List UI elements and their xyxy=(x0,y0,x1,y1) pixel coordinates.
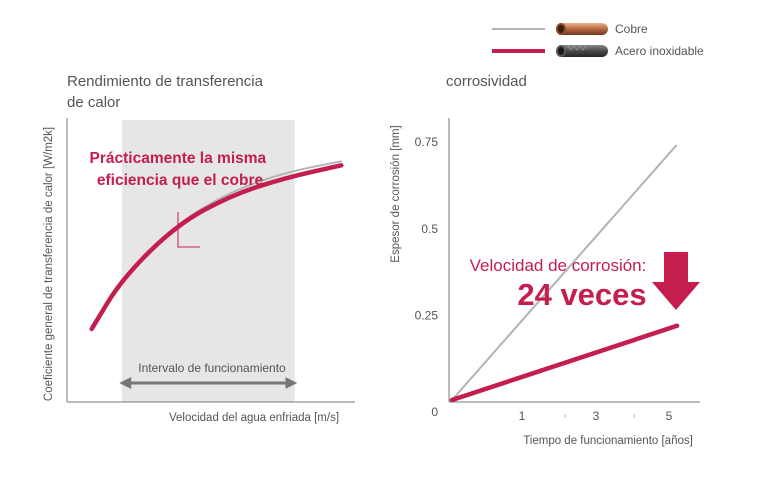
legend-label-stainless: Acero inoxidable xyxy=(615,44,704,58)
y-tick-label: 0.25 xyxy=(415,308,439,322)
legend-label-copper: Cobre xyxy=(615,22,648,36)
y-tick-label: 0.5 xyxy=(421,222,438,236)
annotation-value: 24 veces xyxy=(517,277,646,312)
series-line-copper xyxy=(451,144,677,401)
x-tick-labels: 1 3 5 xyxy=(519,409,673,423)
x-axis-label: Tiempo de funcionamiento [años] xyxy=(523,435,693,447)
series-line-stainless xyxy=(89,163,344,332)
y-axis-label: Espesor de corrosión [mm] xyxy=(390,125,402,262)
callout-line-2: eficiencia que el cobre xyxy=(97,172,264,189)
annotation-label: Velocidad de corrosión: xyxy=(470,256,647,275)
legend-item-copper: Cobre xyxy=(492,22,648,36)
chart-title-line1: Rendimiento de transferencia xyxy=(67,73,264,90)
callout-text: Prácticamente la misma eficiencia que el… xyxy=(90,150,271,189)
operating-range-shade xyxy=(121,120,295,402)
callout-line-1: Prácticamente la misma xyxy=(90,150,267,167)
y-tick-labels: 0 0.25 0.5 0.75 xyxy=(415,135,439,419)
legend-item-stainless: Acero inoxidable xyxy=(492,44,704,58)
legend: Cobre Acero inoxidable xyxy=(492,22,704,58)
x-tick-label: 1 xyxy=(519,409,526,423)
chart-title-line2: de calor xyxy=(67,94,120,111)
heat-transfer-chart: Rendimiento de transferencia de calor Pr… xyxy=(43,73,355,424)
corrosion-series xyxy=(449,144,680,403)
down-arrow-icon xyxy=(652,252,700,310)
x-tick-label: 3 xyxy=(593,409,600,423)
y-tick-label: 0 xyxy=(431,405,438,419)
callout-leader-line xyxy=(177,212,200,248)
series-line-stainless xyxy=(449,323,680,403)
y-tick-label: 0.75 xyxy=(415,135,439,149)
y-axis-label: Coeficiente general de transferencia de … xyxy=(43,127,55,401)
chart-title: corrosividad xyxy=(446,73,527,90)
x-tick-label: 5 xyxy=(666,409,673,423)
heat-transfer-series xyxy=(89,160,344,332)
x-axis-label: Velocidad del agua enfriada [m/s] xyxy=(169,412,339,424)
corrosion-chart: corrosividad 0 0.25 0.5 0.75 1 3 5 Velocidad … xyxy=(390,73,700,447)
copper-pipe-icon xyxy=(556,23,608,35)
operating-range-label: Intervalo de funcionamiento xyxy=(138,361,286,375)
stainless-pipe-icon xyxy=(556,45,608,57)
